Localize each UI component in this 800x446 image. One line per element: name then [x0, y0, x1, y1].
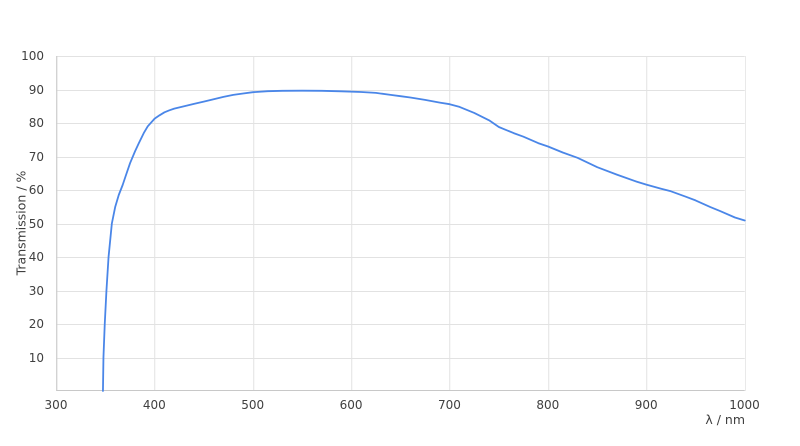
- x-tick-label: 300: [44, 398, 68, 412]
- y-tick-label: 90: [28, 82, 44, 97]
- x-axis-title: λ / nm: [705, 412, 745, 427]
- y-tick-label: 70: [28, 149, 44, 164]
- y-tick-label: 60: [28, 183, 44, 197]
- x-tick-label: 400: [142, 398, 166, 412]
- x-tick-label: 700: [437, 398, 461, 412]
- y-tick-label: 100: [21, 49, 44, 63]
- y-tick-label: 50: [28, 216, 44, 231]
- x-tick-label: 500: [241, 398, 265, 412]
- y-tick-label: 30: [28, 283, 44, 298]
- transmission-line: [102, 89, 746, 392]
- y-tick-label: 40: [28, 250, 44, 264]
- x-tick-label: 800: [536, 398, 560, 412]
- y-tick-label: 80: [28, 116, 44, 130]
- y-tick-label: 10: [28, 350, 44, 365]
- x-tick-label: 1000: [729, 398, 760, 412]
- plot-area: [56, 56, 746, 392]
- x-tick-label: 600: [339, 398, 363, 412]
- y-tick-label: 20: [28, 317, 44, 331]
- x-tick-label: 900: [634, 398, 658, 412]
